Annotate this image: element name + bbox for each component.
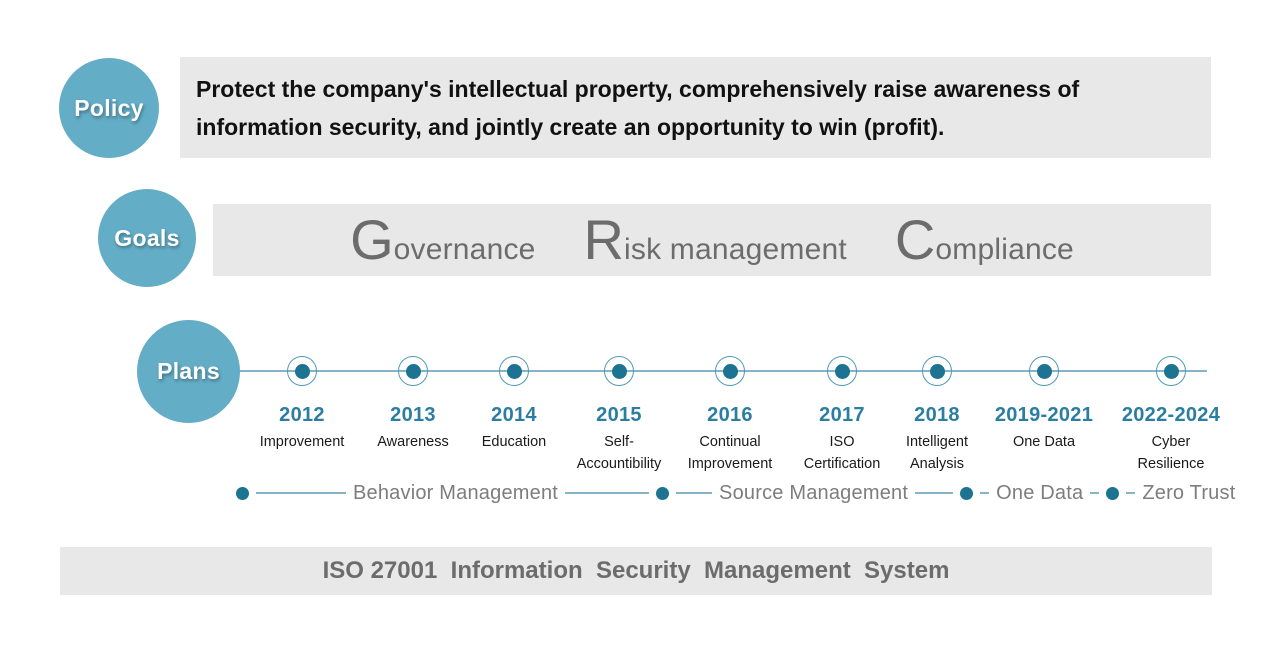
goal-rest: overnance bbox=[393, 233, 536, 266]
milestone-label: ISO Certification bbox=[803, 434, 881, 472]
phase-label: Behavior Management bbox=[353, 481, 559, 504]
timeline-dot-icon bbox=[611, 363, 627, 379]
timeline-dot-icon bbox=[1036, 363, 1052, 379]
timeline-node-icon bbox=[922, 356, 952, 386]
timeline-node-icon bbox=[398, 356, 428, 386]
phase-dot-icon bbox=[656, 486, 670, 500]
timeline-node-icon bbox=[1029, 356, 1059, 386]
milestone-year: 2017 bbox=[819, 404, 865, 426]
milestone-label: Cyber Resilience bbox=[1137, 434, 1205, 472]
goals-badge: Goals bbox=[98, 189, 196, 287]
timeline-dot-icon bbox=[722, 363, 738, 379]
timeline-node-icon bbox=[1156, 356, 1186, 386]
timeline-node-icon bbox=[604, 356, 634, 386]
phase-label: Zero Trust bbox=[1142, 481, 1236, 504]
phase-connector bbox=[1126, 492, 1136, 494]
timeline-node-icon bbox=[499, 356, 529, 386]
milestone-2013: 2013 Awareness bbox=[343, 356, 483, 453]
phase-dot-icon bbox=[1106, 486, 1120, 500]
milestone-year: 2014 bbox=[491, 404, 537, 426]
milestone-year: 2012 bbox=[279, 404, 325, 426]
goals-badge-label: Goals bbox=[114, 224, 180, 251]
milestone-2014: 2014 Education bbox=[444, 356, 584, 453]
phase-connector bbox=[256, 492, 346, 494]
timeline-node-icon bbox=[827, 356, 857, 386]
milestone-2016: 2016 Continual Improvement bbox=[660, 356, 800, 475]
phase-connector bbox=[915, 492, 954, 494]
milestone-2018: 2018 Intelligent Analysis bbox=[867, 356, 1007, 475]
policy-statement-box: Protect the company's intellectual prope… bbox=[180, 57, 1211, 158]
milestone-year: 2016 bbox=[707, 404, 753, 426]
milestone-2022-2024: 2022-2024 Cyber Resilience bbox=[1101, 356, 1241, 475]
goal-initial: C bbox=[894, 208, 936, 271]
goal-initial: R bbox=[583, 208, 624, 271]
goal-rest: ompliance bbox=[935, 233, 1074, 266]
milestone-label: Self- Accountibility bbox=[576, 434, 662, 472]
plans-badge: Plans bbox=[137, 320, 240, 423]
phase-connector bbox=[676, 492, 713, 494]
policy-badge: Policy bbox=[59, 58, 159, 158]
timeline-node-icon bbox=[715, 356, 745, 386]
timeline-dot-icon bbox=[1163, 363, 1179, 379]
footer-title: ISO 27001 Information Security Managemen… bbox=[322, 557, 950, 584]
timeline-dot-icon bbox=[294, 363, 310, 379]
timeline-dot-icon bbox=[929, 363, 945, 379]
phase-connector bbox=[1090, 492, 1100, 494]
milestone-year: 2022-2024 bbox=[1121, 404, 1221, 426]
goal-initial: G bbox=[350, 208, 394, 271]
policy-statement-text: Protect the company's intellectual prope… bbox=[196, 75, 1080, 140]
phase-connector bbox=[980, 492, 990, 494]
phase-dot-icon bbox=[960, 486, 974, 500]
milestone-year: 2018 bbox=[914, 404, 960, 426]
timeline-dot-icon bbox=[506, 363, 522, 379]
phase-track: Behavior Management Source Management On… bbox=[236, 481, 1236, 504]
milestone-label: Improvement bbox=[259, 434, 345, 450]
milestone-2015: 2015 Self- Accountibility bbox=[549, 356, 689, 475]
milestone-2012: 2012 Improvement bbox=[232, 356, 372, 453]
milestone-label: Awareness bbox=[377, 434, 449, 450]
phase-connector bbox=[565, 492, 650, 494]
goal-rest: isk management bbox=[624, 233, 847, 266]
phase-label: One Data bbox=[996, 481, 1084, 504]
milestone-2017: 2017 ISO Certification bbox=[772, 356, 912, 475]
milestone-2019-2021: 2019-2021 One Data bbox=[974, 356, 1114, 453]
timeline-node-icon bbox=[287, 356, 317, 386]
milestone-label: One Data bbox=[1012, 434, 1076, 450]
milestone-label: Education bbox=[481, 434, 547, 450]
policy-badge-label: Policy bbox=[74, 94, 144, 121]
milestone-label: Continual Improvement bbox=[687, 434, 773, 472]
timeline-dot-icon bbox=[834, 363, 850, 379]
plans-badge-label: Plans bbox=[157, 358, 220, 384]
milestone-year: 2019-2021 bbox=[994, 404, 1094, 426]
milestone-year: 2013 bbox=[390, 404, 436, 426]
footer-banner: ISO 27001 Information Security Managemen… bbox=[60, 547, 1212, 595]
timeline-dot-icon bbox=[405, 363, 421, 379]
phase-label: Source Management bbox=[719, 481, 909, 504]
milestone-year: 2015 bbox=[596, 404, 642, 426]
milestone-label: Intelligent Analysis bbox=[905, 434, 969, 472]
phase-dot-icon bbox=[236, 486, 249, 500]
